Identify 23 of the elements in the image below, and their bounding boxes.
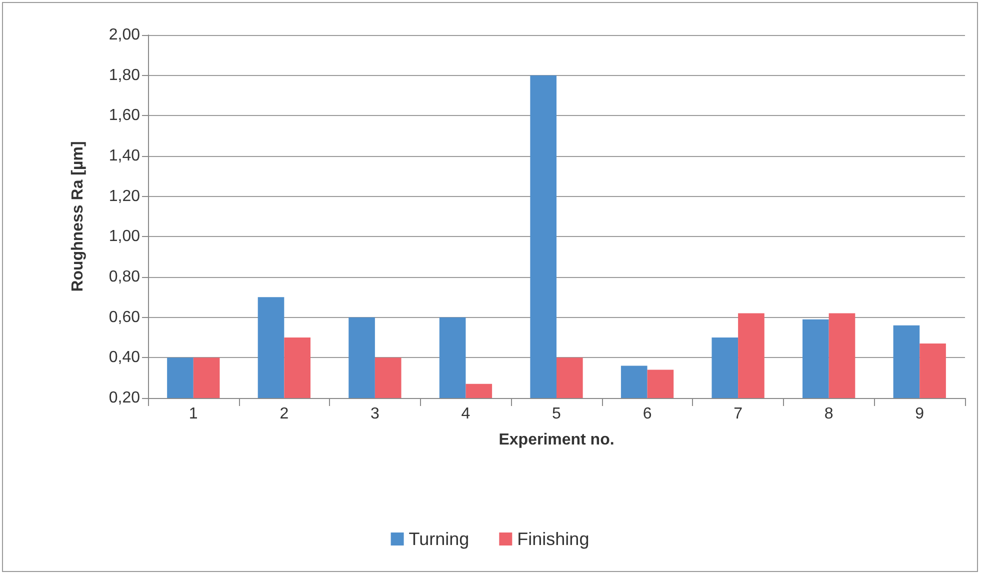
x-tick-label: 7 — [734, 406, 743, 422]
y-tick-label: 2,00 — [108, 26, 140, 44]
x-tick-label: 1 — [188, 406, 198, 422]
y-tick-label: 0,60 — [108, 308, 140, 326]
x-tick-label: 9 — [915, 406, 924, 422]
y-tick-label: 1,80 — [108, 66, 140, 84]
legend-label: Turning — [408, 529, 470, 549]
y-tick-label: 1,40 — [108, 148, 140, 164]
x-tick-label: 5 — [552, 406, 562, 422]
y-tick-label: 1,60 — [108, 107, 140, 124]
y-tick-label: 1,20 — [108, 188, 140, 205]
y-tick-label: 1,00 — [108, 228, 140, 246]
x-tick-label: 8 — [824, 406, 834, 422]
y-tick-label: 0,80 — [108, 268, 140, 286]
x-tick-label: 3 — [370, 406, 380, 422]
y-tick-label: 0,40 — [108, 349, 140, 366]
y-axis-title: Roughness Ra [µm] — [70, 141, 86, 292]
x-tick-label: 4 — [461, 406, 470, 422]
x-tick-label: 2 — [280, 406, 289, 422]
x-tick-label: 6 — [642, 406, 652, 422]
legend-label: Finishing — [517, 529, 590, 549]
y-tick-label: 0,20 — [108, 390, 140, 406]
x-axis-title: Experiment no. — [498, 432, 614, 448]
